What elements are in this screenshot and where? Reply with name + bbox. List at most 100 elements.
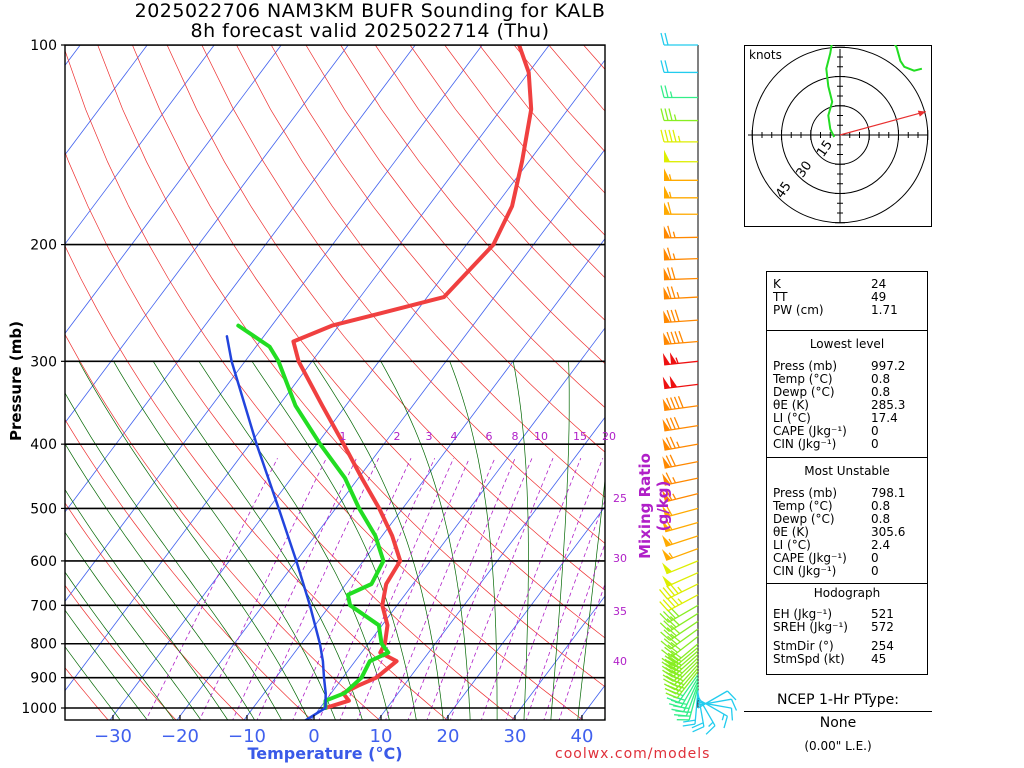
x-tick-label: −10 bbox=[228, 726, 266, 747]
y-tick-label: 300 bbox=[30, 354, 57, 370]
wind-barb bbox=[662, 396, 699, 412]
moist-adiabat-line bbox=[577, 476, 605, 720]
mixing-ratio-tick-label: 35 bbox=[613, 605, 627, 618]
ptype-title: NCEP 1-Hr PType: bbox=[777, 692, 899, 708]
moist-adiabat-line bbox=[198, 361, 390, 720]
storm-motion-vector bbox=[839, 111, 926, 136]
section-header: Most Unstable bbox=[804, 464, 890, 478]
dry-adiabat-line bbox=[375, 45, 605, 321]
indices-panel: K 24 TT 49 PW (cm) 1.71 Lowest level Press … bbox=[766, 271, 928, 675]
mixing-ratio-line bbox=[480, 458, 582, 720]
y-tick-label: 500 bbox=[30, 501, 57, 517]
mixing-ratio-tick-label: 15 bbox=[573, 430, 587, 443]
wind-barb bbox=[663, 168, 699, 181]
dry-adiabat-line bbox=[166, 45, 605, 591]
y-tick-label: 1000 bbox=[21, 701, 57, 717]
wind-barb bbox=[660, 620, 699, 641]
wind-barb bbox=[663, 149, 699, 163]
mixing-ratio-tick-label: 25 bbox=[613, 492, 627, 505]
moist-adiabat-line bbox=[65, 531, 202, 720]
isotherm-line bbox=[65, 45, 483, 603]
footer-url[interactable]: coolwx.com/models bbox=[555, 746, 711, 762]
wind-barb bbox=[663, 185, 699, 199]
y-tick-label: 800 bbox=[30, 637, 57, 653]
wind-barb bbox=[691, 693, 705, 733]
dry-adiabat-line bbox=[444, 45, 605, 236]
y-tick-label: 400 bbox=[30, 437, 57, 453]
y-tick-label: 600 bbox=[30, 554, 57, 570]
wind-barb bbox=[660, 108, 699, 122]
wind-barb bbox=[663, 202, 699, 215]
y-tick-label: 700 bbox=[30, 598, 57, 614]
moist-adiabat-line bbox=[65, 609, 148, 720]
moist-adiabat-line bbox=[550, 361, 570, 720]
moist-adiabat-line bbox=[78, 361, 309, 720]
dry-adiabat-line bbox=[65, 584, 177, 720]
wind-barb bbox=[663, 309, 699, 324]
isotherm-line bbox=[511, 595, 605, 720]
dry-adiabat-line bbox=[65, 667, 109, 720]
wind-barb bbox=[682, 690, 699, 727]
dry-adiabat-line bbox=[201, 45, 605, 544]
mixing-ratio-label: Mixing Ratio (g/kg) bbox=[636, 453, 672, 559]
mixing-ratio-line bbox=[292, 458, 412, 720]
dry-adiabat-line bbox=[65, 333, 380, 720]
mixing-ratio-tick-label: 2 bbox=[394, 430, 401, 443]
dry-adiabat-line bbox=[97, 45, 605, 688]
y-tick-label: 200 bbox=[30, 238, 57, 254]
wind-barb bbox=[662, 560, 699, 575]
wind-barb bbox=[697, 698, 729, 729]
mixing-ratio-line bbox=[145, 458, 278, 720]
mixing-ratio-tick-label: 8 bbox=[512, 430, 519, 443]
x-tick-label: −20 bbox=[161, 726, 199, 747]
isotherm-line bbox=[243, 238, 605, 720]
wind-barb bbox=[662, 472, 699, 486]
storm-motion-arrowhead bbox=[917, 110, 926, 117]
x-tick-label: 10 bbox=[370, 726, 393, 747]
wind-barb bbox=[662, 375, 699, 390]
wind-barb bbox=[660, 85, 699, 99]
x-tick-label: 0 bbox=[308, 726, 319, 747]
mixing-ratio-line bbox=[232, 458, 357, 720]
mixing-ratio-tick-label: 20 bbox=[602, 430, 616, 443]
wind-barb bbox=[661, 635, 699, 658]
mixing-ratio-tick-label: 1 bbox=[340, 430, 347, 443]
wind-barb bbox=[662, 504, 699, 518]
wind-barb bbox=[659, 583, 699, 600]
hodograph-trace bbox=[825, 45, 923, 138]
mixing-ratio-tick-label: 3 bbox=[426, 430, 433, 443]
wind-barb bbox=[663, 330, 699, 346]
x-tick-label: −30 bbox=[94, 726, 132, 747]
wind-barb bbox=[662, 572, 699, 588]
moist-adiabat-line bbox=[65, 392, 282, 720]
wind-barb bbox=[697, 698, 738, 711]
wind-barb bbox=[662, 454, 699, 469]
isotherm-line bbox=[176, 148, 605, 720]
moist-adiabat-line bbox=[65, 443, 256, 720]
moist-adiabat-line bbox=[449, 361, 498, 720]
wind-barb bbox=[662, 518, 699, 533]
chart-title-line2: 8h forecast valid 2025022714 (Thu) bbox=[190, 20, 550, 42]
dry-adiabat-line bbox=[270, 45, 605, 453]
isotherm-line bbox=[65, 45, 282, 335]
dewpoint-line bbox=[236, 323, 391, 710]
mixing-ratio-line bbox=[339, 458, 454, 720]
dry-adiabat-line bbox=[340, 45, 605, 365]
mixing-ratio-line bbox=[318, 458, 436, 720]
dry-adiabat-line bbox=[65, 151, 516, 720]
moist-adiabat-line bbox=[312, 361, 444, 720]
moist-adiabat-line bbox=[65, 571, 175, 720]
wind-barb bbox=[663, 267, 699, 281]
mixing-ratio-tick-label: 4 bbox=[451, 430, 458, 443]
isotherm-line bbox=[109, 59, 605, 720]
wind-barb bbox=[697, 695, 716, 735]
wind-barb bbox=[659, 612, 699, 632]
isotherm-line bbox=[310, 327, 605, 720]
wind-barb bbox=[660, 60, 699, 74]
mixing-ratio-line bbox=[558, 582, 605, 720]
temperature-line bbox=[291, 45, 534, 710]
isotherm-line bbox=[65, 45, 550, 692]
wind-barb bbox=[662, 535, 699, 548]
isotherm-line bbox=[65, 45, 349, 424]
